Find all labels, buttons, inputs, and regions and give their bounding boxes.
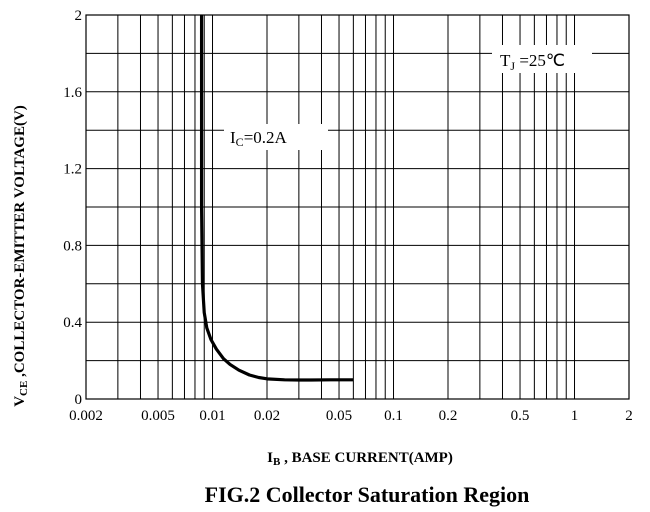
y-tick-label: 2 bbox=[75, 8, 83, 24]
ic-0.2a-series-line bbox=[199, 15, 354, 382]
x-tick-label: 0.2 bbox=[439, 408, 458, 424]
x-tick-label: 0.5 bbox=[511, 408, 530, 424]
x-tick-label: 0.1 bbox=[384, 408, 403, 424]
figure-caption: FIG.2 Collector Saturation Region bbox=[205, 482, 530, 507]
x-tick-label: 0.005 bbox=[141, 408, 175, 424]
x-tick-labels: 0.002 0.005 0.01 0.02 0.05 0.1 0.2 0.5 1 2 bbox=[69, 408, 633, 424]
y-tick-label: 0.8 bbox=[63, 238, 82, 254]
x-tick-label: 0.01 bbox=[199, 408, 225, 424]
y-tick-label: 1.2 bbox=[63, 162, 82, 178]
plot-frame bbox=[85, 14, 630, 400]
y-tick-label: 0 bbox=[75, 392, 83, 408]
x-tick-label: 2 bbox=[625, 408, 633, 424]
y-tick-label: 1.6 bbox=[63, 85, 82, 101]
y-axis-label: VCE ,COLLECTOR-EMITTER VOLTAGE(V) bbox=[12, 105, 30, 407]
ic-annotation: IC=0.2A bbox=[230, 128, 288, 149]
y-tick-label: 0.4 bbox=[63, 315, 82, 331]
tj-annotation-bg bbox=[492, 45, 592, 73]
ic-annotation-bg bbox=[224, 124, 328, 150]
x-axis-label: IB , BASE CURRENT(AMP) bbox=[267, 450, 453, 468]
x-tick-label: 0.05 bbox=[326, 408, 352, 424]
tj-annotation: TJ =25℃ bbox=[500, 51, 565, 73]
x-tick-label: 1 bbox=[571, 408, 579, 424]
x-tick-label: 0.002 bbox=[69, 408, 103, 424]
x-tick-label: 0.02 bbox=[254, 408, 280, 424]
grid bbox=[86, 15, 629, 399]
y-tick-labels: 0 0.4 0.8 1.2 1.6 2 bbox=[63, 8, 82, 408]
